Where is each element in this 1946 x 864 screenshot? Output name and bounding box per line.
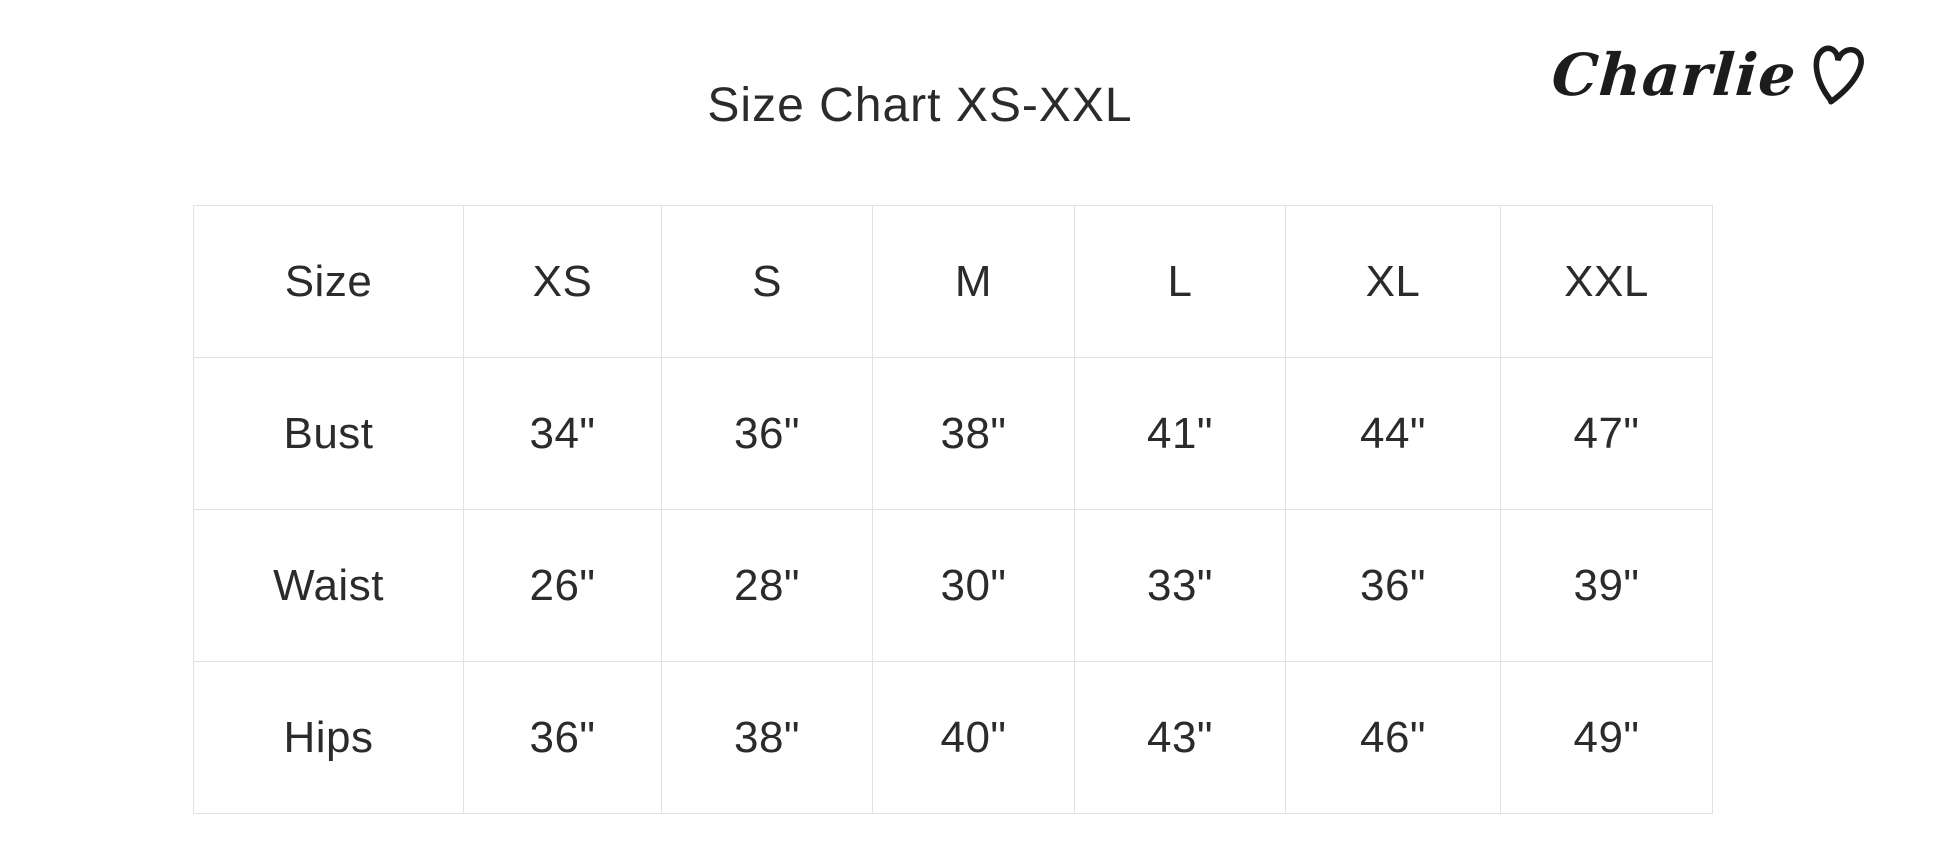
hips-xl-cell: 46" — [1285, 661, 1501, 814]
column-header-l: L — [1074, 205, 1286, 358]
waist-m-cell: 30" — [872, 509, 1075, 662]
column-header-s: S — [661, 205, 873, 358]
waist-xs-cell: 26" — [463, 509, 662, 662]
bust-xl-cell: 44" — [1285, 357, 1501, 510]
column-header-xl: XL — [1285, 205, 1501, 358]
brand-logo: Charlie — [1549, 38, 1865, 112]
waist-l-cell: 33" — [1074, 509, 1286, 662]
hips-xxl-cell: 49" — [1500, 661, 1713, 814]
table-row-bust: Bust 34" 36" 38" 41" 44" 47" — [193, 357, 1713, 510]
column-header-xs: XS — [463, 205, 662, 358]
column-header-m: M — [872, 205, 1075, 358]
waist-xxl-cell: 39" — [1500, 509, 1713, 662]
table-row-hips: Hips 36" 38" 40" 43" 46" 49" — [193, 661, 1713, 814]
hips-m-cell: 40" — [872, 661, 1075, 814]
bust-s-cell: 36" — [661, 357, 873, 510]
column-header-size: Size — [193, 205, 464, 358]
bust-l-cell: 41" — [1074, 357, 1286, 510]
waist-xl-cell: 36" — [1285, 509, 1501, 662]
table-row-waist: Waist 26" 28" 30" 33" 36" 39" — [193, 509, 1713, 662]
header-row: Size XS S M L XL XXL — [193, 205, 1713, 358]
bust-m-cell: 38" — [872, 357, 1075, 510]
row-label-hips: Hips — [193, 661, 464, 814]
size-chart-table: Size XS S M L XL XXL Bust 34" 36" 38" 41… — [193, 205, 1713, 814]
bust-xxl-cell: 47" — [1500, 357, 1713, 510]
page-title: Size Chart XS-XXL — [707, 79, 1133, 132]
column-header-xxl: XXL — [1500, 205, 1713, 358]
hips-l-cell: 43" — [1074, 661, 1286, 814]
row-label-bust: Bust — [193, 357, 464, 510]
hips-xs-cell: 36" — [463, 661, 662, 814]
waist-s-cell: 28" — [661, 509, 873, 662]
heart-icon — [1808, 40, 1865, 110]
hips-s-cell: 38" — [661, 661, 873, 814]
brand-logo-text: Charlie — [1549, 41, 1799, 109]
row-label-waist: Waist — [193, 509, 464, 662]
bust-xs-cell: 34" — [463, 357, 662, 510]
